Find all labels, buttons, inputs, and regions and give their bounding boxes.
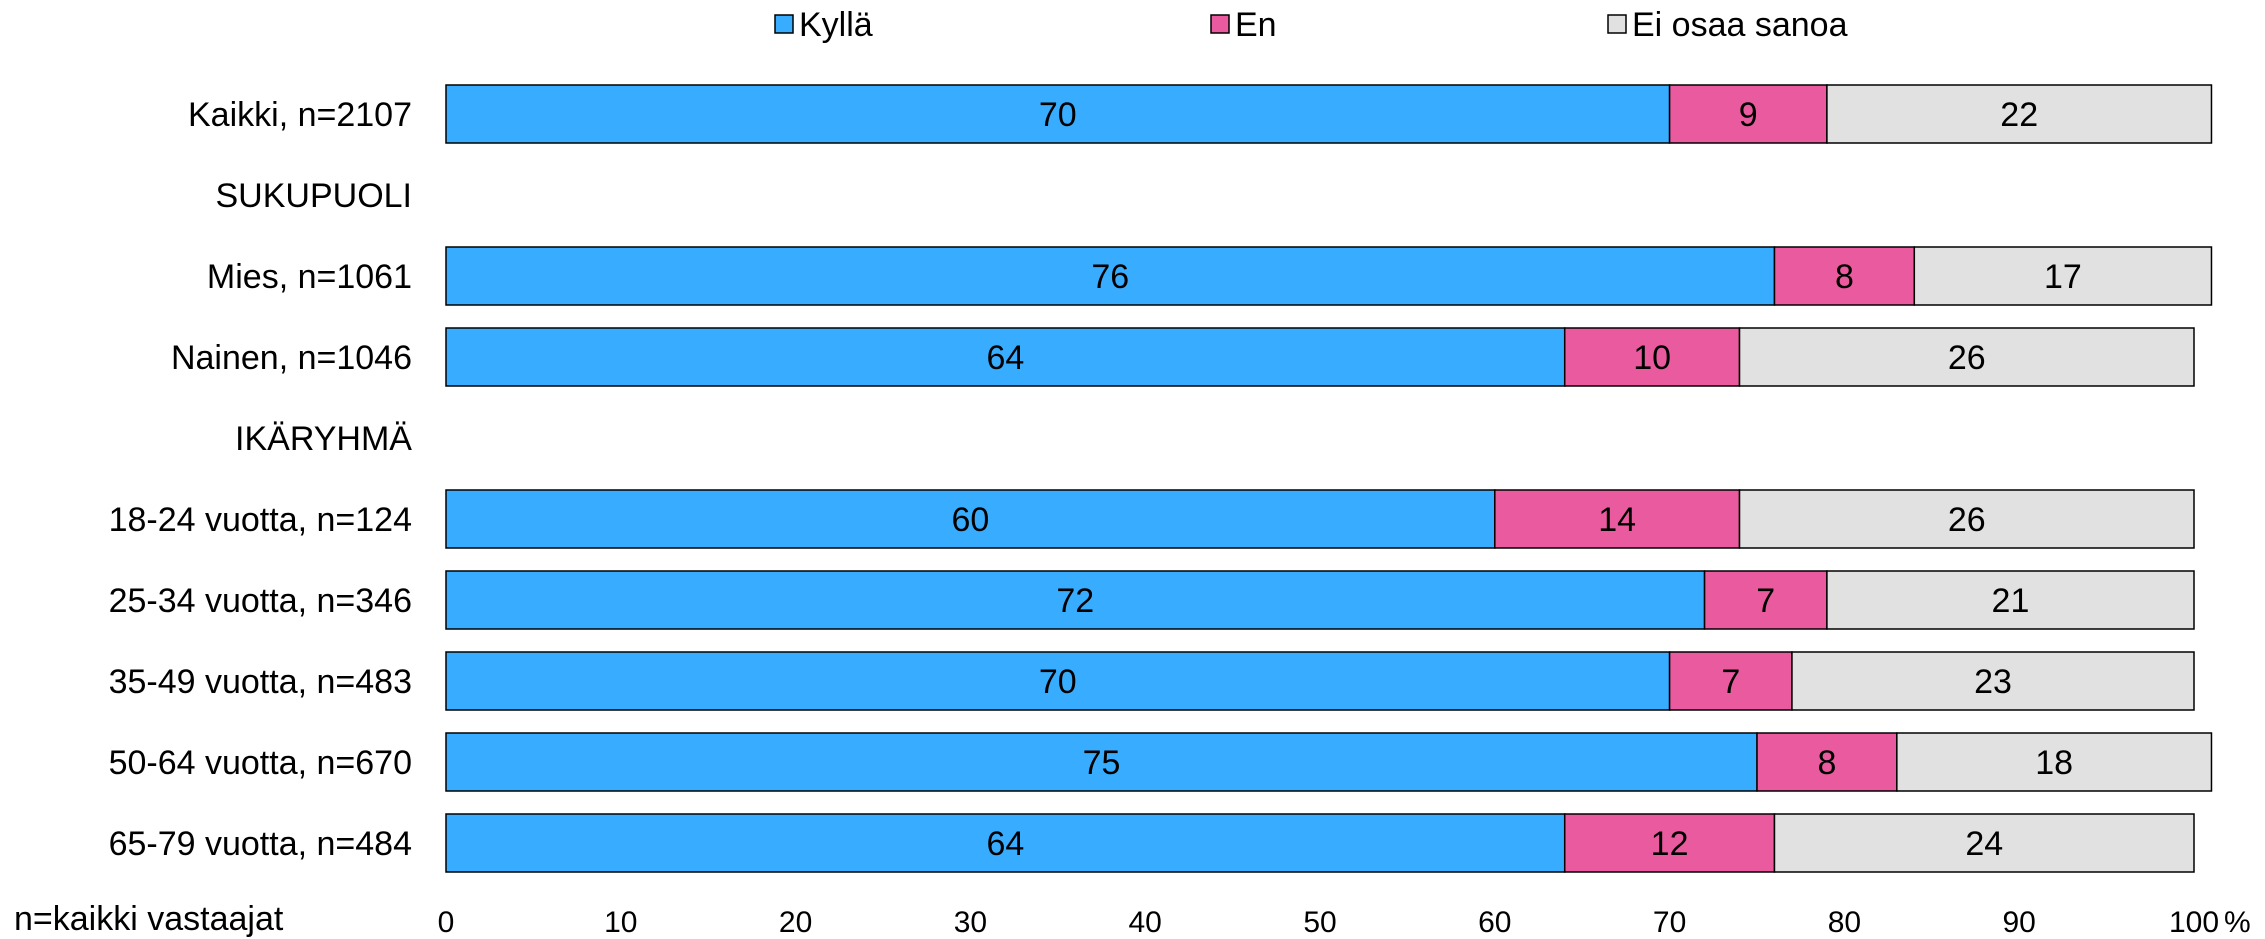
legend: Kyllä En Ei osaa sanoa bbox=[774, 6, 1848, 44]
data-label: 14 bbox=[1598, 501, 1636, 539]
x-unit-label: % bbox=[2224, 906, 2251, 939]
data-label: 17 bbox=[2044, 258, 2082, 296]
bar-segment bbox=[1896, 732, 2213, 792]
data-label: 70 bbox=[1039, 663, 1077, 701]
bar-segment bbox=[445, 84, 1671, 144]
row-label: Mies, n=1061 bbox=[207, 258, 412, 296]
data-label: 24 bbox=[1965, 825, 2003, 863]
bar-segment bbox=[1826, 570, 2195, 630]
group-heading: SUKUPUOLI bbox=[216, 177, 413, 215]
data-label: 72 bbox=[1056, 582, 1094, 620]
bar-segment bbox=[445, 732, 1758, 792]
row-label: 25-34 vuotta, n=346 bbox=[109, 582, 412, 620]
data-label: 64 bbox=[986, 339, 1024, 377]
bar-segment bbox=[1738, 489, 2195, 549]
x-tick-label: 50 bbox=[1303, 906, 1336, 939]
bar-segment bbox=[1773, 246, 1916, 306]
data-label: 10 bbox=[1633, 339, 1671, 377]
data-label: 21 bbox=[1992, 582, 2030, 620]
legend-label-2: Ei osaa sanoa bbox=[1632, 6, 1848, 44]
data-label: 12 bbox=[1651, 825, 1689, 863]
data-label: 75 bbox=[1083, 744, 1121, 782]
data-label: 8 bbox=[1835, 258, 1854, 296]
bar-segment bbox=[1668, 651, 1793, 711]
data-label: 8 bbox=[1817, 744, 1836, 782]
x-tick-label: 10 bbox=[604, 906, 637, 939]
bar-segment bbox=[1773, 813, 2195, 873]
data-label: 22 bbox=[2000, 96, 2038, 134]
bar-segment bbox=[1791, 651, 2195, 711]
legend-swatch-0 bbox=[774, 14, 794, 34]
data-label: 18 bbox=[2035, 744, 2073, 782]
x-tick-label: 80 bbox=[1828, 906, 1861, 939]
row-label: 35-49 vuotta, n=483 bbox=[109, 663, 412, 701]
row-label: Kaikki, n=2107 bbox=[188, 96, 412, 134]
data-label: 26 bbox=[1948, 339, 1986, 377]
data-label: 23 bbox=[1974, 663, 2012, 701]
data-label: 76 bbox=[1091, 258, 1129, 296]
row-label: 50-64 vuotta, n=670 bbox=[109, 744, 412, 782]
row-label: 18-24 vuotta, n=124 bbox=[109, 501, 412, 539]
bar-segment bbox=[1756, 732, 1898, 792]
bar-segment bbox=[445, 570, 1706, 630]
x-tick-label: 90 bbox=[2003, 906, 2036, 939]
data-label: 7 bbox=[1756, 582, 1775, 620]
row-label: Nainen, n=1046 bbox=[171, 339, 412, 377]
bar-segment bbox=[1563, 813, 1776, 873]
bar-segment bbox=[445, 246, 1776, 306]
data-label: 7 bbox=[1721, 663, 1740, 701]
data-label: 64 bbox=[986, 825, 1024, 863]
bar-segment bbox=[1563, 327, 1741, 387]
legend-swatch-1 bbox=[1210, 14, 1230, 34]
legend-label-0: Kyllä bbox=[799, 6, 873, 44]
x-tick-label: 100 bbox=[2169, 906, 2219, 939]
data-label: 70 bbox=[1039, 96, 1077, 134]
x-tick-label: 70 bbox=[1653, 906, 1686, 939]
bar-segment bbox=[445, 489, 1496, 549]
x-axis: 0 10 20 30 40 50 60 70 80 90 100% bbox=[438, 906, 2251, 939]
data-label: 60 bbox=[951, 501, 989, 539]
legend-swatch-2 bbox=[1607, 14, 1627, 34]
footnote: n=kaikki vastaajat bbox=[14, 900, 284, 938]
row-label: 65-79 vuotta, n=484 bbox=[109, 825, 412, 863]
x-tick-label: 60 bbox=[1478, 906, 1511, 939]
bar-segment bbox=[1703, 570, 1828, 630]
group-heading: IKÄRYHMÄ bbox=[235, 420, 412, 458]
bar-segment bbox=[1738, 327, 2195, 387]
bar-segment bbox=[445, 327, 1566, 387]
x-tick-label: 40 bbox=[1129, 906, 1162, 939]
legend-label-1: En bbox=[1235, 6, 1277, 44]
bar-segment bbox=[445, 813, 1566, 873]
chart-rows: Kaikki, n=2107 70 9 22 SUKUPUOLI Mies, n=1061… bbox=[109, 84, 2213, 873]
x-tick-label: 0 bbox=[438, 906, 455, 939]
data-label: 26 bbox=[1948, 501, 1986, 539]
x-tick-label: 20 bbox=[779, 906, 812, 939]
data-label: 9 bbox=[1739, 96, 1758, 134]
bar-segment bbox=[1668, 84, 1828, 144]
bar-segment bbox=[1913, 246, 2213, 306]
bar-segment bbox=[445, 651, 1671, 711]
bar-segment bbox=[1826, 84, 2213, 144]
x-tick-label: 30 bbox=[954, 906, 987, 939]
